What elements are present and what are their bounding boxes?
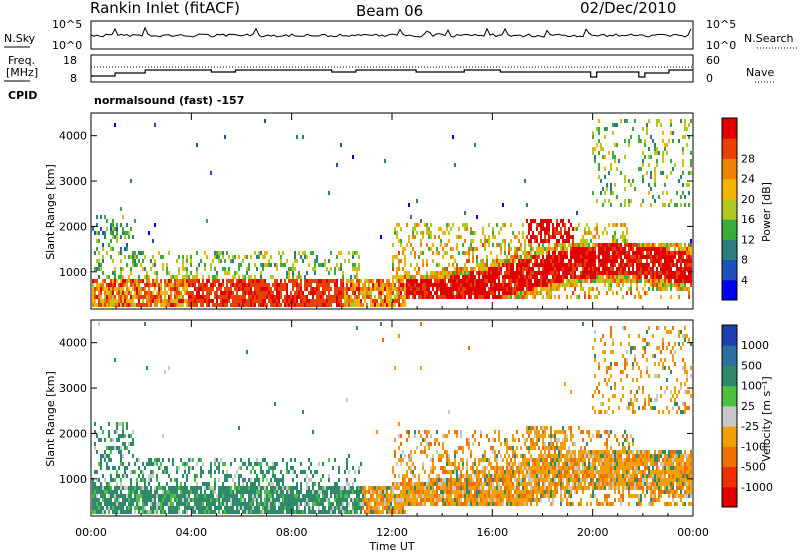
colorbar-tick-label: 28 [741, 152, 755, 165]
colorbar-tick-label: -500 [741, 461, 766, 474]
nave-tick-bottom: 0 [706, 72, 713, 85]
beam-title: Beam 06 [356, 2, 423, 20]
date-title: 02/Dec/2010 [580, 0, 676, 17]
x-axis-title: Time UT [368, 540, 414, 553]
velocity-ylabel: Slant Range [km] [44, 371, 57, 467]
power-colorbar-label: Power [dB] [760, 182, 773, 242]
y-tick-label: 4000 [59, 337, 87, 350]
power-cells [92, 119, 692, 307]
freq-unit-label: [MHz] [6, 66, 38, 79]
colorbar-swatch [722, 239, 737, 261]
noise-right-tick-top: 10^5 [706, 18, 736, 31]
colorbar-swatch [722, 486, 737, 508]
colorbar-tick-label: 500 [741, 359, 762, 372]
x-tick-label: 16:00 [476, 526, 508, 539]
y-tick-label: 2000 [59, 427, 87, 440]
colorbar-tick-label: -25 [741, 420, 759, 433]
x-tick-labels: 00:00 04:00 08:00 12:00 16:00 20:00 00:00 [75, 526, 709, 539]
colorbar-swatch [722, 466, 737, 488]
y-tick-label: 3000 [59, 175, 87, 188]
colorbar-swatch [722, 279, 737, 301]
x-tick-label: 00:00 [75, 526, 107, 539]
y-tick-label: 4000 [59, 130, 87, 143]
colorbar-swatch [722, 259, 737, 281]
cpid-text: normalsound (fast) -157 [94, 94, 244, 107]
y-tick-label: 1000 [59, 473, 87, 486]
freq-label: Freq. [8, 54, 35, 67]
velocity-panel: 1000 2000 3000 4000 Slant Range [km] 1000 50… [44, 319, 773, 517]
colorbar-tick-label: 100 [741, 380, 762, 393]
noise-search-label: N.Search [744, 32, 794, 45]
freq-tick-top: 18 [63, 54, 77, 67]
colorbar-swatch [722, 118, 737, 139]
station-title: Rankin Inlet (fitACF) [90, 0, 240, 17]
colorbar-swatch [722, 198, 737, 220]
colorbar-tick-label: 20 [741, 193, 755, 206]
colorbar-tick-label: -100 [741, 440, 766, 453]
noise-left-tick-top: 10^5 [52, 18, 82, 31]
noise-sky-label: N.Sky [4, 32, 36, 45]
colorbar-swatch [722, 138, 737, 159]
cpid-label: CPID [8, 89, 37, 102]
power-colorbar: 4 8 12 16 20 24 28 [721, 117, 755, 301]
colorbar-tick-label: -1000 [741, 481, 773, 494]
colorbar-tick-label: 8 [741, 254, 748, 267]
freq-tick-bottom: 8 [70, 72, 77, 85]
x-tick-label: 04:00 [175, 526, 207, 539]
nave-label: Nave [746, 66, 774, 79]
x-tick-label: 12:00 [376, 526, 408, 539]
colorbar-swatch [722, 325, 737, 346]
x-tick-label: 00:00 [677, 526, 709, 539]
colorbar-tick-label: 12 [741, 233, 755, 246]
noise-sky-line [90, 26, 692, 38]
y-tick-label: 2000 [59, 220, 87, 233]
colorbar-swatch [722, 158, 737, 180]
colorbar-swatch [722, 178, 737, 200]
noise-right-tick-bottom: 10^0 [706, 39, 736, 52]
velocity-colorbar: 1000 500 100 25 -25 -100 -500 -1000 [721, 324, 773, 508]
colorbar-swatch [722, 426, 737, 447]
colorbar-tick-label: 4 [741, 274, 748, 287]
x-tick-label: 08:00 [276, 526, 308, 539]
colorbar-tick-label: 16 [741, 213, 755, 226]
y-tick-label: 1000 [59, 266, 87, 279]
noise-panel: N.Sky 10^5 10^0 10^5 10^0 N.Search [4, 18, 797, 52]
colorbar-swatch [722, 345, 737, 366]
colorbar-swatch [722, 385, 737, 407]
freq-nave-panel: Freq. [MHz] 18 8 60 0 Nave [4, 54, 775, 85]
colorbar-swatch [722, 365, 737, 387]
nave-tick-top: 60 [706, 54, 720, 67]
power-ylabel: Slant Range [km] [44, 164, 57, 260]
velocity-cells [92, 322, 692, 514]
y-tick-label: 3000 [59, 382, 87, 395]
colorbar-swatch [722, 405, 737, 427]
velocity-colorbar-label: Velocity [m s⁻¹] [760, 376, 773, 461]
power-panel: 1000 2000 3000 4000 Slant Range [km] 4 8 12 16… [44, 112, 773, 310]
colorbar-tick-label: 24 [741, 173, 755, 186]
frequency-line [91, 69, 693, 78]
colorbar-tick-label: 1000 [741, 339, 769, 352]
noise-left-tick-bottom: 10^0 [52, 39, 82, 52]
colorbar-tick-label: 25 [741, 400, 755, 413]
colorbar-swatch [722, 219, 737, 240]
x-tick-label: 20:00 [577, 526, 609, 539]
colorbar-swatch [722, 446, 737, 468]
